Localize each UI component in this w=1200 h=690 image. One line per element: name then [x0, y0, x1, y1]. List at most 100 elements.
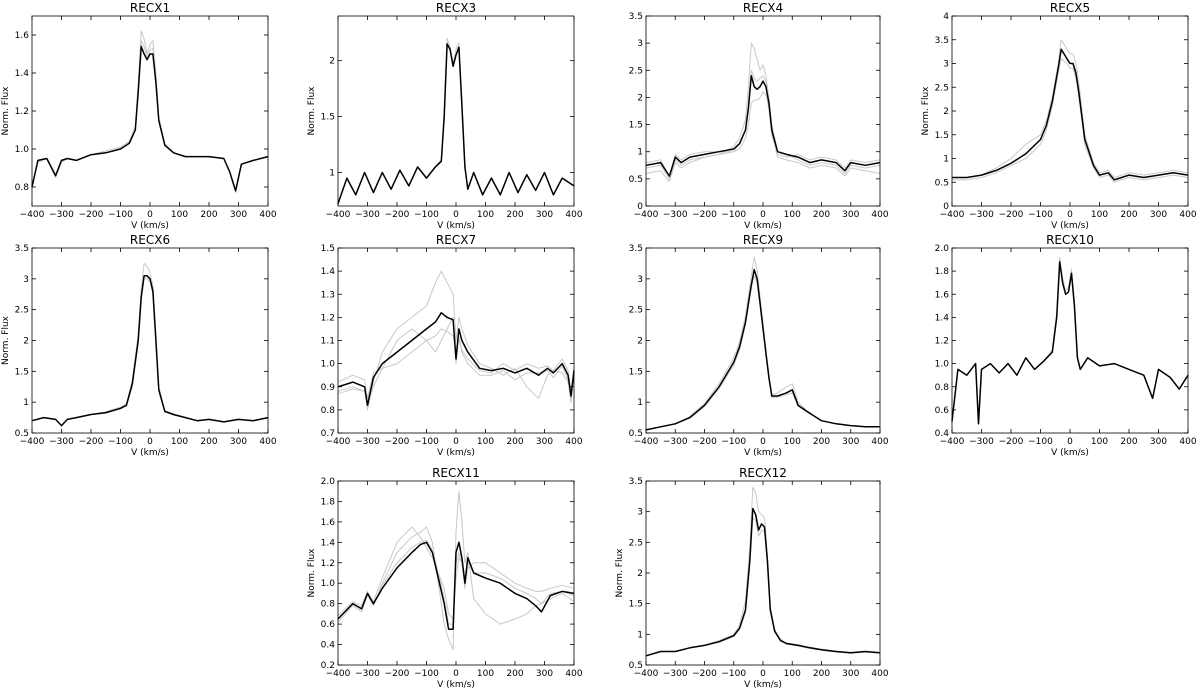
y-tick-label: 3.5 [629, 12, 643, 22]
x-tick-label: −300 [969, 210, 994, 220]
y-tick-label: 0.6 [935, 406, 950, 416]
x-tick-label: −100 [721, 210, 746, 220]
y-tick-label: 1.4 [935, 313, 950, 323]
x-tick-label: 300 [230, 210, 247, 220]
x-tick-label: 200 [506, 669, 523, 679]
x-tick-label: 400 [565, 437, 582, 447]
x-axis-label: V (km/s) [437, 221, 475, 231]
plot-frame [337, 15, 575, 207]
individual-profile-line [337, 37, 575, 204]
panel-title: RECX9 [743, 233, 783, 247]
mean-profile-line [952, 48, 1189, 181]
x-tick-label: 100 [784, 437, 801, 447]
x-tick-label: −100 [414, 437, 439, 447]
x-tick-label: −400 [634, 210, 659, 220]
y-tick-label: 2.5 [15, 306, 29, 316]
x-axis-label: V (km/s) [744, 680, 782, 690]
x-tick-label: 100 [477, 669, 494, 679]
plot-frame [951, 15, 1189, 207]
y-tick-label: 3 [23, 275, 29, 285]
x-tick-label: 400 [1179, 210, 1196, 220]
x-tick-label: −300 [355, 437, 380, 447]
mean-profile-line [645, 507, 881, 657]
x-tick-label: 100 [784, 669, 801, 679]
individual-profile-line [337, 316, 575, 406]
x-tick-label: 200 [813, 210, 830, 220]
y-tick-label: 1.5 [629, 121, 643, 131]
x-tick-label: 200 [506, 437, 523, 447]
chart-panel-recx10: RECX10 −400 −300 −200 −100 0 100 200 300 400 V (km… [935, 233, 1197, 458]
y-axis-label: Norm. Flux [307, 86, 317, 136]
x-axis-label: V (km/s) [1051, 448, 1089, 458]
y-tick-label: 3 [637, 275, 643, 285]
mean-profile-line [337, 541, 575, 630]
x-tick-label: −400 [20, 437, 45, 447]
x-tick-label: −100 [1028, 437, 1053, 447]
y-tick-label: 1.0 [321, 360, 336, 370]
y-tick-label: 1 [943, 155, 949, 165]
y-tick-label: 2 [23, 337, 29, 347]
individual-profile-line [31, 262, 269, 427]
y-tick-label: 0.2 [321, 661, 335, 671]
x-tick-label: −300 [49, 437, 74, 447]
x-tick-label: 100 [171, 437, 188, 447]
y-tick-label: 0.6 [321, 620, 336, 630]
y-tick-label: 2 [637, 337, 643, 347]
mean-profile-line [645, 268, 880, 431]
x-tick-label: −100 [1028, 210, 1053, 220]
x-tick-label: −300 [663, 669, 688, 679]
x-axis-label: V (km/s) [1051, 221, 1089, 231]
y-tick-label: 1 [637, 148, 643, 158]
chart-panel-recx6: RECX6 −400 −300 −200 −100 0 100 200 300 400 V (km/… [1, 233, 277, 458]
x-tick-label: 300 [1150, 437, 1167, 447]
y-tick-label: 1.4 [321, 267, 336, 277]
x-tick-label: −100 [108, 437, 133, 447]
x-tick-label: 200 [506, 210, 523, 220]
x-tick-label: −400 [20, 210, 45, 220]
chart-panel-recx5: RECX5 −400 −300 −200 −100 0 100 200 300 400 V (km/… [921, 1, 1197, 231]
y-tick-label: 1.0 [15, 145, 30, 155]
y-tick-label: 1 [637, 398, 643, 408]
x-tick-label: 0 [453, 669, 459, 679]
x-tick-label: −200 [692, 669, 717, 679]
panel-title: RECX5 [1050, 1, 1090, 15]
y-tick-label: 1.4 [15, 69, 30, 79]
individual-profile-line [337, 270, 575, 411]
mean-profile-line [337, 43, 575, 205]
chart-panel-recx12: RECX12 −400 −300 −200 −100 0 100 200 300 400 V (km… [615, 466, 889, 690]
x-tick-label: −400 [940, 437, 965, 447]
chart-panel-recx9: RECX9 −400 −300 −200 −100 0 100 200 300 400 V (km/… [629, 233, 889, 458]
y-tick-label: 2 [637, 569, 643, 579]
panel-title: RECX3 [436, 1, 476, 15]
panel-title: RECX12 [739, 466, 787, 480]
chart-panel-recx4: RECX4 −400 −300 −200 −100 0 100 200 300 400 V (km/… [629, 1, 889, 231]
mean-profile-line [31, 45, 269, 192]
chart-panel-recx1: RECX1 −400 −300 −200 −100 0 100 200 300 400 V (km/… [1, 1, 277, 231]
x-tick-label: −400 [634, 669, 659, 679]
y-tick-label: 1.5 [935, 131, 949, 141]
y-tick-label: 1.8 [321, 497, 336, 507]
x-axis-label: V (km/s) [744, 221, 782, 231]
x-tick-label: −300 [49, 210, 74, 220]
x-tick-label: 300 [536, 437, 553, 447]
y-tick-label: 3.5 [935, 36, 949, 46]
x-tick-label: 0 [147, 210, 153, 220]
x-tick-label: −200 [692, 210, 717, 220]
y-tick-label: 3 [943, 60, 949, 70]
x-tick-label: −200 [999, 210, 1024, 220]
individual-profile-line [645, 275, 880, 431]
x-tick-label: 200 [813, 669, 830, 679]
y-tick-label: 0.4 [935, 429, 950, 439]
x-tick-label: 400 [871, 437, 888, 447]
x-tick-label: 400 [565, 669, 582, 679]
x-tick-label: 100 [171, 210, 188, 220]
y-axis-label: Norm. Flux [615, 548, 625, 598]
y-tick-label: 1 [637, 630, 643, 640]
x-tick-label: −200 [385, 210, 410, 220]
y-tick-label: 2 [329, 57, 335, 67]
x-tick-label: 400 [1179, 437, 1196, 447]
x-tick-label: −400 [634, 437, 659, 447]
x-tick-label: −100 [721, 437, 746, 447]
panel-title: RECX10 [1046, 233, 1094, 247]
individual-profile-line [645, 256, 880, 431]
